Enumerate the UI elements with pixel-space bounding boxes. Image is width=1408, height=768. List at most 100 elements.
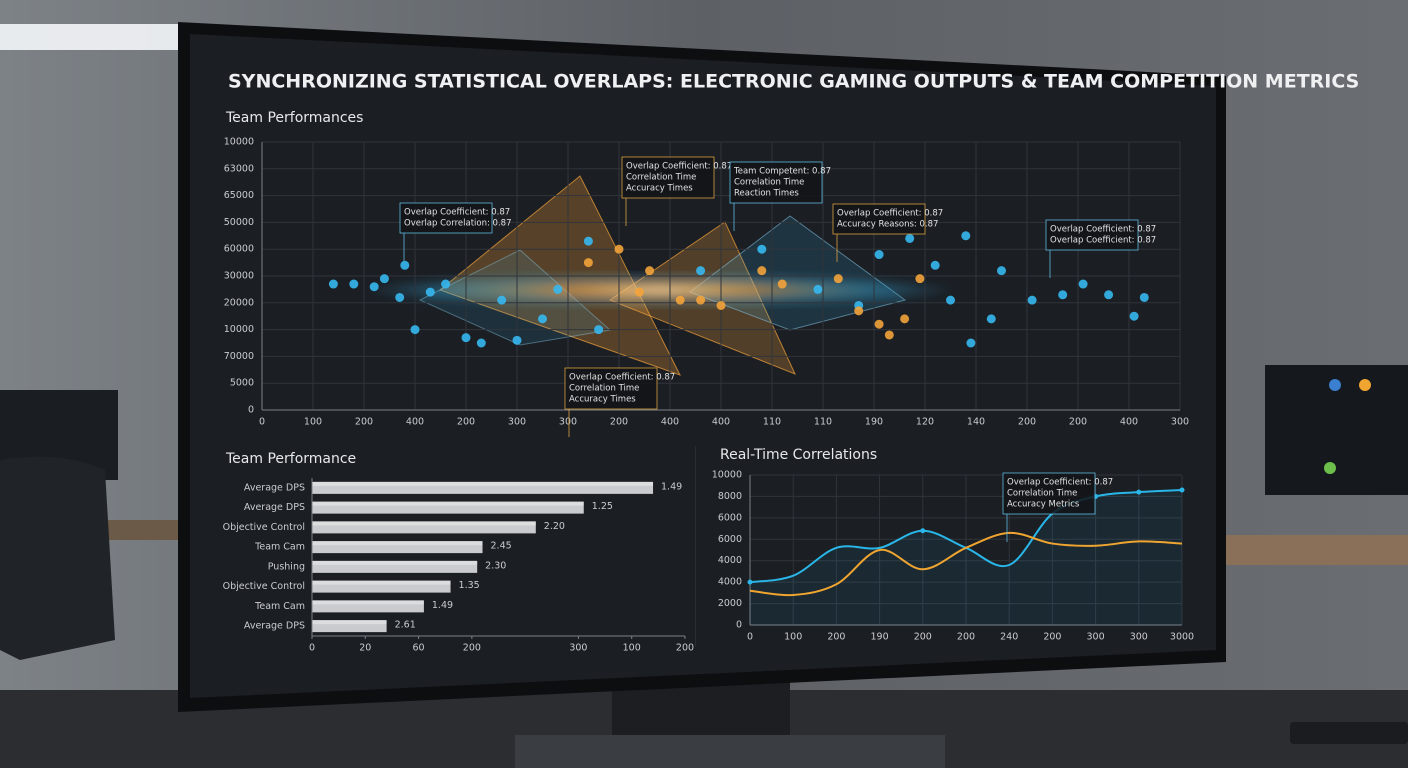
bar-label: 2.20: [544, 521, 565, 532]
annotation-text: Team Competent: 0.87: [733, 167, 831, 177]
annotation-text: Accuracy Times: [626, 184, 693, 194]
x-tick-label: 400: [1120, 417, 1138, 428]
scatter-point: [410, 325, 420, 335]
bar-label: 2.30: [485, 560, 506, 571]
scatter-point: [497, 295, 507, 305]
y-tick-label: 5000: [230, 378, 254, 389]
scatter-point: [1078, 279, 1088, 289]
scatter-point: [645, 266, 655, 276]
bar-label: 1.25: [592, 501, 613, 512]
annotation-box: [399, 202, 493, 234]
x-tick-label: 300: [569, 643, 587, 654]
annotation-text: Reaction Times: [734, 189, 799, 199]
bar-label: 2.61: [395, 620, 416, 631]
x-tick-label: 300: [1087, 632, 1105, 643]
bar: [312, 600, 424, 613]
x-tick-label: 300: [1130, 632, 1148, 643]
bar: [312, 481, 654, 494]
bar-shine: [312, 620, 387, 625]
annotation-text: Overlap Coefficient: 0.87: [837, 209, 943, 219]
monitor-base: [515, 735, 945, 768]
scatter-point: [349, 279, 359, 289]
scatter-point: [961, 231, 971, 241]
annotation-text: Correlation Time: [569, 384, 639, 394]
bar-label: 1.35: [459, 580, 480, 591]
x-tick-label: 200: [463, 643, 481, 654]
scatter-point: [716, 300, 726, 310]
x-tick-label: 400: [661, 417, 679, 428]
line: [749, 531, 1183, 597]
y-tick-label: 0: [736, 620, 742, 631]
bar: [312, 560, 478, 573]
scatter-point: [915, 274, 925, 284]
x-tick-label: 200: [1018, 417, 1036, 428]
scatter-point: [854, 306, 864, 316]
category-label: Team Cam: [254, 542, 305, 553]
x-tick-label: 200: [827, 632, 845, 643]
x-tick-label: 200: [1043, 632, 1061, 643]
line-point: [1136, 489, 1142, 495]
scatter-point: [874, 250, 884, 260]
page-title: SYNCHRONIZING STATISTICAL OVERLAPS: ELEC…: [228, 71, 1359, 93]
chair: [0, 456, 115, 660]
y-tick-label: 4000: [718, 577, 742, 588]
x-tick-label: 300: [1171, 417, 1189, 428]
category-label: Average DPS: [244, 621, 305, 632]
bar-label: 1.49: [661, 481, 682, 492]
x-tick-label: 300: [559, 417, 577, 428]
y-tick-label: 30000: [224, 271, 254, 282]
scatter-point: [966, 338, 976, 348]
y-tick-label: 0: [248, 405, 254, 416]
x-tick-label: 110: [763, 417, 781, 428]
bar: [312, 521, 536, 534]
bar-shine: [312, 481, 654, 486]
annotation-text: Overlap Coefficient: 0.87: [1050, 225, 1156, 235]
bar-shine: [312, 501, 584, 506]
scatter-point: [369, 282, 379, 292]
scatter-point: [400, 260, 410, 270]
x-tick-label: 190: [865, 417, 883, 428]
scatter-point: [1129, 311, 1139, 321]
annotation-box: [564, 367, 658, 410]
x-tick-label: 3000: [1170, 632, 1194, 643]
category-label: Average DPS: [244, 502, 305, 513]
annotation-box: [1002, 472, 1096, 515]
scatter-point: [675, 295, 685, 305]
annotation-text: Accuracy Metrics: [1007, 500, 1080, 510]
scatter-point: [874, 319, 884, 329]
scatter-point: [833, 274, 843, 284]
scatter-point: [813, 284, 823, 294]
decoration: [1359, 379, 1371, 391]
x-tick-label: 140: [967, 417, 985, 428]
scatter-point: [634, 287, 644, 297]
y-tick-label: 63000: [224, 163, 254, 174]
x-tick-label: 300: [508, 417, 526, 428]
x-tick-label: 20: [359, 643, 371, 654]
ceiling-light: [0, 24, 180, 50]
x-tick-label: 400: [406, 417, 424, 428]
bar-shine: [312, 560, 478, 565]
x-tick-label: 200: [355, 417, 373, 428]
y-tick-label: 2000: [718, 598, 742, 609]
scatter-point: [900, 314, 910, 324]
x-tick-label: 110: [814, 417, 832, 428]
annotation-text: Overlap Coefficient: 0.87: [404, 208, 510, 218]
annotation-text: Correlation Time: [1007, 489, 1077, 499]
x-tick-label: 200: [457, 417, 475, 428]
x-tick-label: 200: [1069, 417, 1087, 428]
chart-title: Team Performances: [225, 110, 363, 126]
scatter-point: [1058, 290, 1068, 300]
annotation-text: Overlap Coefficient: 0.87: [569, 373, 675, 383]
scatter-point: [441, 279, 451, 289]
x-tick-label: 120: [916, 417, 934, 428]
annotation-box: [729, 161, 823, 204]
scatter-point: [476, 338, 486, 348]
x-tick-label: 100: [623, 643, 641, 654]
scatter-point: [777, 279, 787, 289]
x-tick-label: 200: [676, 643, 694, 654]
device: [1290, 722, 1408, 744]
x-tick-label: 60: [413, 643, 425, 654]
y-tick-label: 60000: [224, 244, 254, 255]
x-tick-label: 0: [309, 643, 315, 654]
